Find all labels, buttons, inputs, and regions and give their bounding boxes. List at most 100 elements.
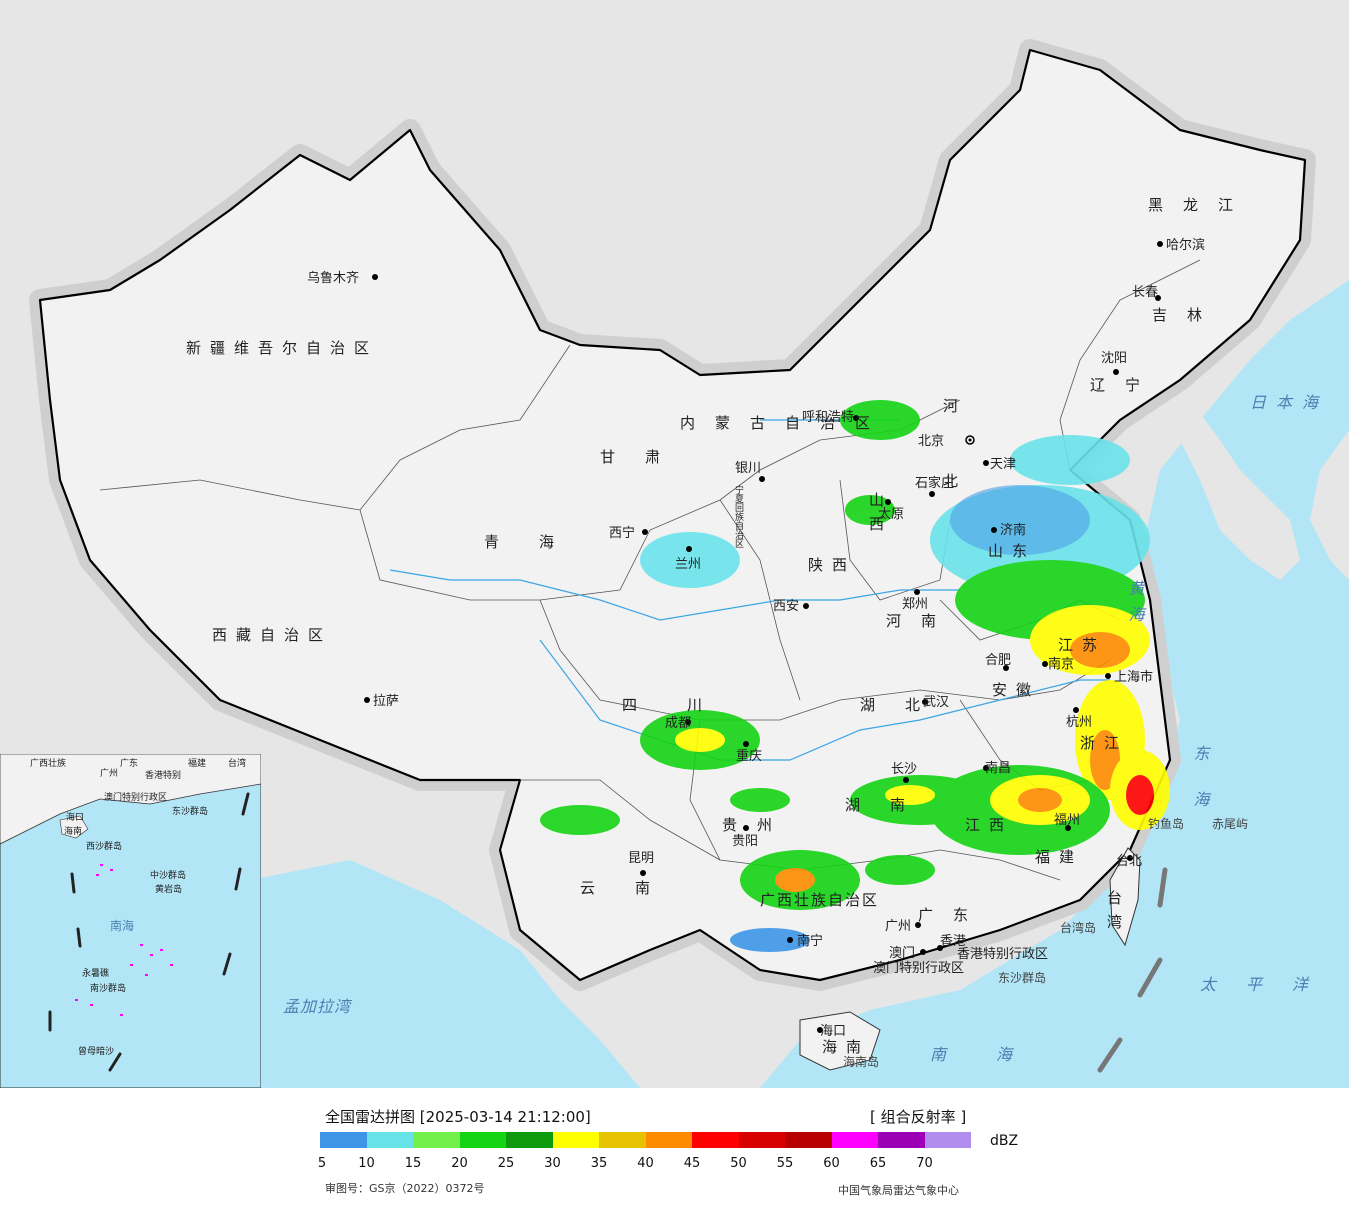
city-label: 南宁 [797, 933, 823, 949]
province-hunan-label: 湖南 [845, 796, 935, 814]
inset-xisha-label: 西沙群岛 [86, 840, 122, 852]
inset-macau-label: 澳门特别行政区 [104, 791, 167, 803]
city-harbin: 哈尔滨 [1157, 237, 1205, 253]
city-xining: 西宁 [609, 525, 648, 541]
province-labels: 新疆维吾尔自治区 西藏自治区 青海 甘肃 内蒙古自治区 宁夏回族自治区 陕西 山… [186, 196, 1253, 1056]
dongsha-islands-label: 东沙群岛 [998, 970, 1046, 985]
city-guiyang: 贵阳 [732, 825, 758, 849]
province-sichuan-label: 四川 [622, 696, 752, 714]
sea-yellow-label: 黄海 [1126, 580, 1145, 632]
legend-tick-label: 50 [730, 1156, 747, 1171]
sea-japan-label: 日本海 [1250, 393, 1328, 412]
approval-number: 审图号：GS京（2022）0372号 [325, 1182, 485, 1195]
legend-color-bar [320, 1132, 971, 1148]
legend-tick-label: 55 [776, 1156, 794, 1171]
city-label: 香港 [940, 934, 966, 949]
sea-area [250, 280, 1349, 1088]
legend-swatch [599, 1132, 646, 1148]
city-label: 海口 [820, 1024, 846, 1039]
province-heilongjiang-label: 黑龙江 [1148, 196, 1253, 214]
city-label: 武汉 [923, 695, 949, 710]
city-chengdu: 成都 [665, 716, 691, 731]
city-shijiazhuang: 石家庄 [915, 475, 954, 497]
city-hangzhou: 杭州 [1066, 707, 1092, 730]
inset-hk-label: 香港特别 [145, 769, 181, 781]
city-kunming: 昆明 [628, 851, 654, 876]
inset-zengmu-label: 曾母暗沙 [78, 1045, 114, 1057]
legend-tick-label: 35 [590, 1156, 608, 1171]
city-label: 成都 [665, 716, 691, 731]
city-label: 天津 [990, 457, 1016, 472]
sea-boundary-lines [1097, 867, 1168, 1073]
province-neimenggu-label: 内蒙古自治区 [680, 414, 890, 432]
legend-title: 全国雷达拼图 [2025-03-14 21:12:00] [325, 1108, 591, 1126]
city-guangzhou: 广州 [885, 919, 921, 934]
inset-huangyan-label: 黄岩岛 [155, 883, 182, 895]
inset-land [0, 754, 261, 845]
city-label: 长春 [1132, 285, 1158, 300]
hainan-island-label: 海南岛 [843, 1054, 879, 1069]
legend-swatch [413, 1132, 460, 1148]
diaoyu-island-label: 钓鱼岛 [1148, 816, 1184, 831]
province-guangdong-label: 广东 [918, 906, 988, 924]
macau-sar-label: 澳门特别行政区 [873, 960, 964, 976]
city-zhengzhou: 郑州 [902, 589, 928, 612]
city-chongqing: 重庆 [736, 741, 762, 764]
legend-swatch [366, 1132, 413, 1148]
inset-taiwan-label: 台湾 [228, 757, 246, 769]
city-urumqi: 乌鲁木齐 [307, 270, 378, 286]
city-nanjing: 南京 [1042, 656, 1074, 672]
province-guangxi-label: 广西壮族自治区 [760, 891, 879, 909]
province-jiangsu-label: 江苏 [1058, 636, 1106, 654]
inset-dongsha-label: 东沙群岛 [172, 805, 208, 817]
city-label: 哈尔滨 [1166, 237, 1205, 253]
city-label: 贵阳 [732, 834, 758, 849]
inset-yongshu-label: 永暑礁 [82, 967, 109, 979]
taiwan-island-label: 台湾岛 [1060, 920, 1096, 935]
legend-unit: dBZ [990, 1133, 1019, 1149]
city-label: 银川 [735, 461, 761, 476]
korea-japan-land [1160, 380, 1349, 580]
city-label: 昆明 [628, 851, 654, 866]
city-label: 西安 [773, 599, 799, 614]
legend-tick-label: 15 [404, 1156, 422, 1171]
city-label: 北京 [918, 434, 944, 449]
inset-guangzhou-label: 广州 [100, 767, 118, 779]
province-liaoning-label: 辽宁 [1090, 376, 1160, 394]
legend-tick-label: 5 [317, 1156, 327, 1171]
china-land [38, 48, 1307, 982]
city-lhasa: 拉萨 [364, 694, 399, 709]
city-taipei: 台北 [1116, 854, 1142, 869]
province-henan-label: 河南 [886, 612, 956, 630]
legend-tick-label: 40 [637, 1156, 654, 1171]
inset-boundary-lines [48, 792, 250, 1072]
legend-swatch [738, 1132, 785, 1148]
province-qinghai-label: 青海 [484, 533, 594, 551]
pacific-ocean-label: 太平洋 [1200, 975, 1338, 994]
legend-tick-label: 60 [823, 1156, 840, 1171]
legend-tick-label: 45 [683, 1156, 701, 1171]
inset-haikou-label: 海口 [66, 811, 84, 823]
city-shenyang: 沈阳 [1101, 351, 1127, 375]
radar-echoes [540, 400, 1170, 952]
chiwei-islet-label: 赤尾屿 [1212, 817, 1248, 831]
hongkong-sar-label: 香港特别行政区 [957, 947, 1048, 962]
legend-tick-label: 10 [358, 1156, 375, 1171]
city-beijing: 北京 [918, 434, 975, 449]
legend-tick-label: 20 [451, 1156, 468, 1171]
sea-east-label: 东海 [1191, 745, 1210, 837]
inset-hainan-label: 海南 [64, 825, 82, 837]
taiwan-island [1109, 847, 1141, 947]
city-changsha: 长沙 [891, 762, 917, 783]
city-yinchuan: 银川 [735, 461, 765, 482]
city-haikou: 海口 [817, 1024, 846, 1039]
city-markers[interactable]: 乌鲁木齐 拉萨 西宁 兰州 银川 呼和浩特 北京 天津 石家庄 太原 济南 郑州… [307, 237, 1205, 1039]
sea-labels: 日本海 黄海 东海 太平洋 南海 孟加拉湾 [283, 393, 1338, 1064]
legend-swatch [552, 1132, 599, 1148]
city-label: 济南 [1000, 522, 1026, 538]
city-label: 拉萨 [373, 694, 399, 709]
island-labels: 钓鱼岛 赤尾屿 台湾岛 东沙群岛 海南岛 [843, 816, 1248, 1069]
legend-swatch [320, 1132, 367, 1148]
province-hebei-label: 河北 [941, 398, 959, 548]
city-hohhot: 呼和浩特 [802, 410, 859, 425]
